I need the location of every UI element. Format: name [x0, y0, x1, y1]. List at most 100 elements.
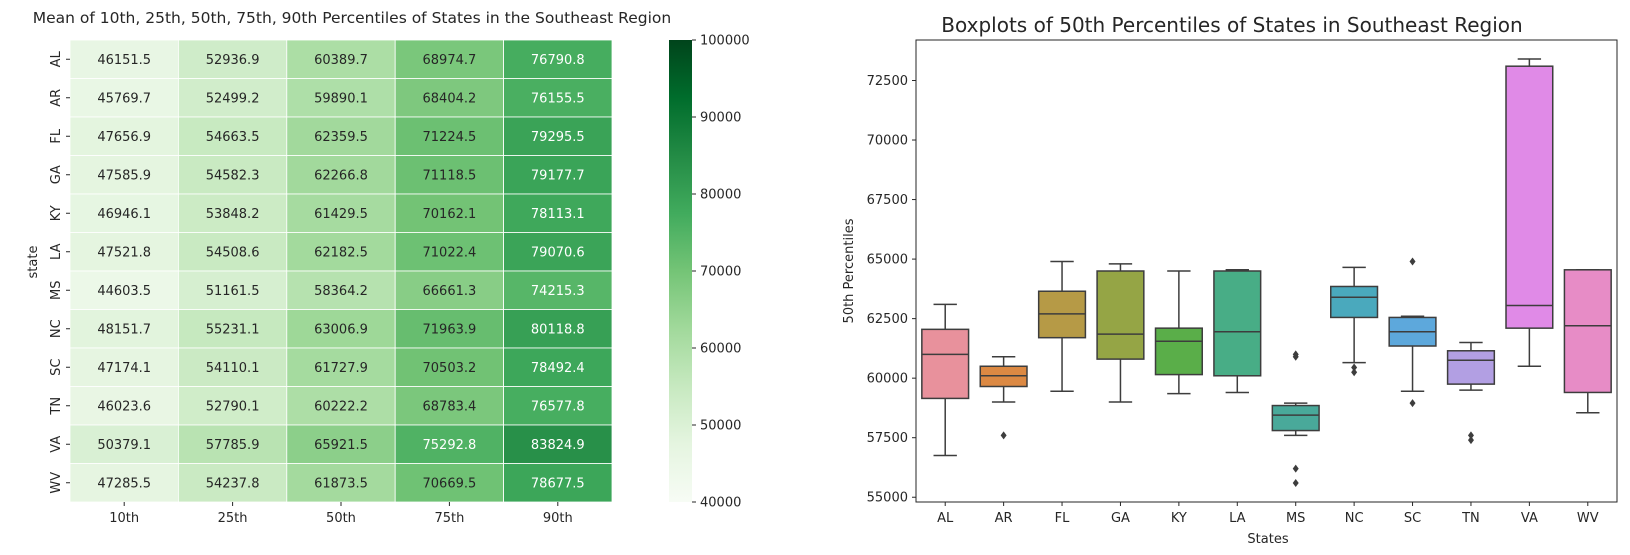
heatmap-cell-label: 70162.1	[423, 207, 477, 222]
heatmap-cell-label: 55231.1	[206, 322, 260, 337]
heatmap-cell	[177, 232, 288, 272]
heatmap-panel: Mean of 10th, 25th, 50th, 75th, 90th Per…	[26, 9, 750, 526]
heatmap-cell-label: 51161.5	[206, 284, 260, 299]
boxplot-x-tick-label: AL	[937, 511, 954, 526]
heatmap-cell	[177, 155, 288, 195]
heatmap-cell-label: 76155.5	[531, 91, 585, 106]
heatmap-cell-label: 47521.8	[97, 245, 151, 260]
box-al	[921, 303, 970, 457]
boxplot-boxes	[921, 58, 1612, 487]
heatmap-cell	[503, 347, 613, 387]
box-wv	[1563, 269, 1612, 414]
heatmap-cell-label: 61429.5	[314, 207, 368, 222]
box-body	[1563, 269, 1612, 394]
heatmap-x-tick-label: 25th	[218, 511, 248, 526]
heatmap-cell-label: 75292.8	[423, 438, 477, 453]
colorbar-tick-label: 60000	[700, 342, 741, 357]
heatmap-x-tick-label: 50th	[326, 511, 356, 526]
heatmap-cell-label: 62359.5	[314, 130, 368, 145]
heatmap-cell-label: 79177.7	[531, 168, 585, 183]
colorbar	[669, 40, 692, 502]
colorbar-tick-label: 80000	[700, 188, 741, 203]
heatmap-cell-label: 68783.4	[423, 399, 477, 414]
heatmap-y-ticks: AL AR FL GA KY LA MS NC SC TN VA WV	[49, 50, 70, 494]
heatmap-cell-label: 47285.5	[97, 476, 151, 491]
heatmap-y-tick-label: VA	[49, 436, 64, 453]
boxplot-x-tick-label: KY	[1171, 511, 1187, 526]
heatmap-cell	[286, 193, 396, 233]
heatmap-cell-label: 76790.8	[531, 53, 585, 68]
box-body	[1154, 327, 1203, 376]
heatmap-cell	[286, 39, 396, 79]
heatmap-cell	[69, 78, 179, 118]
heatmap-y-tick-label: AR	[49, 89, 64, 107]
box-la	[1213, 269, 1262, 394]
heatmap-cell	[286, 347, 396, 387]
heatmap-cell	[286, 78, 396, 118]
boxplot-x-label: States	[1247, 532, 1288, 547]
box-ar	[979, 355, 1028, 440]
heatmap-cell-label: 58364.2	[314, 284, 368, 299]
heatmap-cell-label: 71224.5	[423, 130, 477, 145]
box-body	[921, 328, 970, 400]
boxplot-x-tick-label: VA	[1521, 511, 1538, 526]
boxplot-y-tick-label: 62500	[867, 312, 908, 327]
heatmap-cell	[394, 39, 505, 79]
outlier-point	[1351, 363, 1358, 372]
boxplot-y-tick-label: 72500	[867, 74, 908, 89]
heatmap-cell	[69, 309, 179, 349]
heatmap-cell	[503, 232, 613, 272]
heatmap-x-tick-label: 90th	[543, 511, 573, 526]
boxplot-x-tick-label: WV	[1577, 511, 1599, 526]
box-body	[1505, 65, 1554, 329]
heatmap-cell-label: 65921.5	[314, 438, 368, 453]
heatmap-cell	[394, 309, 505, 349]
heatmap-cell-label: 79070.6	[531, 245, 585, 260]
heatmap-cell-label: 78677.5	[531, 476, 585, 491]
heatmap-cell-label: 70669.5	[423, 476, 477, 491]
outlier-point	[1292, 478, 1299, 487]
heatmap-cell-label: 46023.6	[97, 399, 151, 414]
heatmap-cell-label: 50379.1	[97, 438, 151, 453]
heatmap-cell	[69, 424, 179, 464]
heatmap-cell-label: 60389.7	[314, 53, 368, 68]
heatmap-y-tick-label: GA	[49, 165, 64, 184]
boxplot-y-tick-label: 60000	[867, 372, 908, 387]
outlier-point	[1351, 368, 1358, 377]
heatmap-x-ticks: 10th 25th 50th 75th 90th	[109, 502, 573, 526]
heatmap-cell-label: 52499.2	[206, 91, 260, 106]
heatmap-cell	[503, 155, 613, 195]
heatmap-cell-label: 54110.1	[206, 361, 260, 376]
heatmap-cell-label: 57785.9	[206, 438, 260, 453]
heatmap-cell	[394, 463, 505, 503]
heatmap-cell-label: 78113.1	[531, 207, 585, 222]
heatmap-cell-label: 61727.9	[314, 361, 368, 376]
colorbar-ticks: 40000 50000 60000 70000 80000 90000 100000	[692, 34, 750, 511]
heatmap-cell-label: 47174.1	[97, 361, 151, 376]
box-sc	[1388, 257, 1437, 408]
heatmap-cell-label: 79295.5	[531, 130, 585, 145]
boxplot-x-tick-label: LA	[1229, 511, 1246, 526]
heatmap-cell	[503, 116, 613, 156]
heatmap-cell-label: 62182.5	[314, 245, 368, 260]
heatmap-cell-label: 54663.5	[206, 130, 260, 145]
heatmap-cell-label: 47656.9	[97, 130, 151, 145]
box-ky	[1154, 270, 1203, 395]
heatmap-y-tick-label: TN	[49, 397, 64, 416]
boxplot-title: Boxplots of 50th Percentiles of States i…	[941, 13, 1522, 37]
heatmap-cell-label: 66661.3	[423, 284, 477, 299]
heatmap-cell-label: 46151.5	[97, 53, 151, 68]
heatmap-cell	[69, 270, 179, 310]
heatmap-cell-label: 45769.7	[97, 91, 151, 106]
heatmap-cell-label: 78492.4	[531, 361, 585, 376]
heatmap-cell	[503, 424, 613, 464]
colorbar-tick-label: 100000	[700, 34, 750, 49]
outlier-point	[1467, 436, 1474, 445]
boxplot-y-tick-label: 55000	[867, 491, 908, 506]
box-body	[1446, 350, 1496, 385]
box-ms	[1271, 350, 1320, 487]
outlier-point	[1467, 431, 1474, 440]
heatmap-y-tick-label: NC	[49, 319, 64, 338]
heatmap-cell-label: 63006.9	[314, 322, 368, 337]
